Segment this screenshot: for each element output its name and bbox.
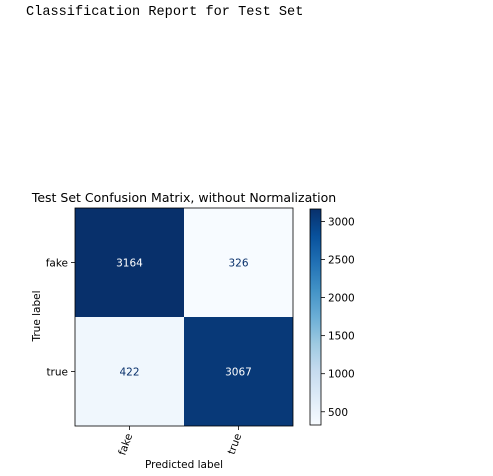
colorbar	[309, 208, 322, 426]
heatmap-cell	[184, 208, 293, 317]
colorbar-tick-label: 3000	[328, 216, 355, 228]
y-axis-label: True label	[31, 290, 43, 342]
heatmap-cell-value: 326	[228, 258, 248, 270]
report-title: Classification Report for Test Set	[26, 5, 304, 20]
colorbar-tick-label: 1000	[328, 369, 355, 381]
heatmap-cell	[184, 317, 293, 426]
x-tick-label: true	[226, 432, 245, 456]
heatmap-cell-value: 3164	[116, 258, 143, 270]
y-tick-label: true	[46, 367, 68, 379]
heatmap-cell-value: 3067	[225, 367, 252, 379]
x-axis-label: Predicted label	[145, 459, 223, 471]
heatmap-cell	[75, 208, 184, 317]
colorbar-tick-label: 1500	[328, 331, 355, 343]
heatmap-frame	[74, 207, 294, 427]
x-tick-label: fake	[116, 432, 135, 457]
chart-title: Test Set Confusion Matrix, without Norma…	[31, 190, 336, 205]
colorbar-tick-label: 2000	[328, 293, 355, 305]
y-tick-label: fake	[46, 258, 68, 270]
colorbar-tick-label: 2500	[328, 255, 355, 267]
heatmap-cell	[75, 317, 184, 426]
colorbar-tick-label: 500	[328, 407, 348, 419]
heatmap-cell-value: 422	[119, 367, 139, 379]
